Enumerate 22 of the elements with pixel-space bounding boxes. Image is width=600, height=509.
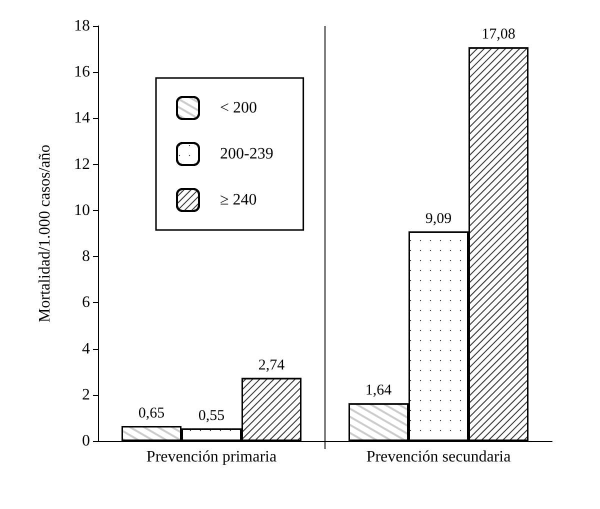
data-label: 0,65 <box>138 406 165 422</box>
y-tick-label: 14 <box>74 110 90 127</box>
y-tick-label: 6 <box>82 294 90 312</box>
y-tick-label: 12 <box>74 156 90 173</box>
y-tick-label: 0 <box>82 432 90 450</box>
y-tick-label: 8 <box>82 248 90 266</box>
data-label: 17,08 <box>482 26 516 43</box>
x-tick-label: Prevención primaria <box>146 448 277 466</box>
data-label: 0,55 <box>198 408 225 424</box>
y-tick-label: 18 <box>74 18 90 34</box>
x-tick-label: Prevención secundaria <box>366 448 511 466</box>
data-label: 2,74 <box>258 357 286 374</box>
legend-label: < 200 <box>220 100 258 116</box>
y-tick-label: 4 <box>82 340 90 358</box>
legend-label: ≥ 240 <box>220 192 257 208</box>
data-label: 9,09 <box>425 210 452 227</box>
y-tick-label: 10 <box>74 202 90 219</box>
legend-label: 200-239 <box>220 146 274 162</box>
y-tick-label: 2 <box>82 386 90 404</box>
y-axis-title: Mortalidad/1.000 casos/año <box>36 144 54 322</box>
y-tick-label: 16 <box>74 64 90 81</box>
data-label: 1,64 <box>365 382 392 399</box>
